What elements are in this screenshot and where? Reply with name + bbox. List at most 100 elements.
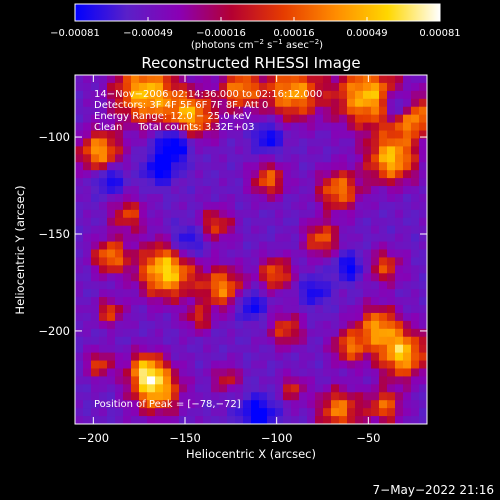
heatmap-cell bbox=[363, 368, 372, 378]
heatmap-cell bbox=[411, 98, 420, 108]
heatmap-cell bbox=[91, 106, 100, 116]
heatmap-cell bbox=[147, 265, 156, 274]
heatmap-cell bbox=[355, 241, 364, 251]
heatmap-cell bbox=[347, 225, 356, 235]
heatmap-cell bbox=[403, 225, 412, 235]
heatmap-cell bbox=[83, 106, 92, 116]
heatmap-cell bbox=[419, 392, 427, 401]
heatmap-cell bbox=[99, 352, 108, 362]
heatmap-cell bbox=[363, 312, 372, 322]
heatmap-cell bbox=[363, 320, 372, 330]
heatmap-cell bbox=[179, 146, 188, 155]
heatmap-cell bbox=[131, 98, 140, 108]
heatmap-cell bbox=[283, 217, 292, 227]
heatmap-cell bbox=[419, 352, 427, 362]
heatmap-cell bbox=[203, 392, 212, 401]
heatmap-cell bbox=[403, 233, 412, 243]
heatmap-cell bbox=[275, 305, 284, 314]
heatmap-cell bbox=[91, 249, 100, 259]
heatmap-cell bbox=[363, 82, 372, 92]
heatmap-cell bbox=[339, 75, 348, 84]
heatmap-cell bbox=[195, 416, 204, 424]
heatmap-cell bbox=[115, 297, 124, 306]
heatmap-cell bbox=[99, 265, 108, 274]
heatmap-cell bbox=[339, 146, 348, 155]
heatmap-cell bbox=[267, 392, 276, 401]
heatmap-cell bbox=[139, 186, 148, 195]
heatmap-cell bbox=[275, 170, 284, 179]
heatmap-cell bbox=[307, 233, 316, 243]
heatmap-cell bbox=[299, 289, 308, 298]
heatmap-cell bbox=[91, 416, 100, 424]
heatmap-cell bbox=[283, 368, 292, 378]
heatmap-cell bbox=[219, 297, 228, 306]
heatmap-cell bbox=[403, 193, 412, 203]
heatmap-cell bbox=[123, 75, 132, 84]
heatmap-cell bbox=[283, 193, 292, 203]
heatmap-cell bbox=[299, 201, 308, 211]
heatmap-cell bbox=[195, 408, 204, 417]
heatmap-cell bbox=[139, 360, 148, 370]
heatmap-cell bbox=[139, 408, 148, 417]
heatmap-cell bbox=[275, 193, 284, 203]
heatmap-cell bbox=[115, 368, 124, 378]
heatmap-cell bbox=[123, 98, 132, 108]
heatmap-cell bbox=[75, 225, 84, 235]
heatmap-cell bbox=[179, 376, 188, 385]
heatmap-cell bbox=[283, 233, 292, 243]
heatmap-cell bbox=[179, 392, 188, 401]
heatmap-cell bbox=[363, 162, 372, 171]
heatmap-cell bbox=[155, 130, 164, 140]
heatmap-cell bbox=[355, 344, 364, 354]
heatmap-cell bbox=[115, 344, 124, 354]
heatmap-cell bbox=[403, 416, 412, 424]
heatmap-cell bbox=[395, 273, 404, 282]
heatmap-cell bbox=[339, 193, 348, 203]
heatmap-cell bbox=[283, 281, 292, 290]
heatmap-cell bbox=[219, 320, 228, 330]
heatmap-cell bbox=[83, 217, 92, 227]
heatmap-cell bbox=[371, 297, 380, 306]
heatmap-cell bbox=[155, 241, 164, 251]
heatmap-cell bbox=[211, 170, 220, 179]
heatmap-cell bbox=[371, 186, 380, 195]
heatmap-cell bbox=[155, 392, 164, 401]
heatmap-cell bbox=[291, 265, 300, 274]
heatmap-cell bbox=[179, 186, 188, 195]
heatmap-cell bbox=[251, 162, 260, 171]
heatmap-cell bbox=[411, 201, 420, 211]
heatmap-cell bbox=[371, 146, 380, 155]
heatmap-cell bbox=[219, 75, 228, 84]
heatmap-cell bbox=[163, 265, 172, 274]
heatmap-cell bbox=[371, 201, 380, 211]
y-axis-label: Heliocentric Y (arcsec) bbox=[13, 185, 27, 314]
heatmap-cell bbox=[411, 146, 420, 155]
heatmap-cell bbox=[187, 122, 196, 132]
heatmap-cell bbox=[379, 289, 388, 298]
heatmap-cell bbox=[155, 186, 164, 195]
heatmap-cell bbox=[355, 217, 364, 227]
heatmap-cell bbox=[323, 201, 332, 211]
heatmap-cell bbox=[363, 193, 372, 203]
heatmap-cell bbox=[147, 257, 156, 266]
heatmap-cell bbox=[299, 225, 308, 235]
heatmap-cell bbox=[179, 408, 188, 417]
heatmap-cell bbox=[243, 352, 252, 362]
heatmap-cell bbox=[107, 162, 116, 171]
heatmap-cell bbox=[267, 170, 276, 179]
heatmap-cell bbox=[283, 114, 292, 124]
heatmap-cell bbox=[299, 312, 308, 322]
heatmap-cell bbox=[155, 344, 164, 354]
heatmap-cell bbox=[219, 162, 228, 171]
heatmap-cell bbox=[203, 178, 212, 187]
heatmap-cell bbox=[379, 122, 388, 132]
heatmap-cell bbox=[227, 273, 236, 282]
heatmap-cell bbox=[115, 376, 124, 385]
heatmap-cell bbox=[163, 225, 172, 235]
heatmap-cell bbox=[315, 352, 324, 362]
heatmap-cell bbox=[163, 90, 172, 100]
heatmap-cell bbox=[131, 392, 140, 401]
heatmap-cell bbox=[259, 249, 268, 259]
heatmap-cell bbox=[227, 186, 236, 195]
heatmap-cell bbox=[411, 297, 420, 306]
